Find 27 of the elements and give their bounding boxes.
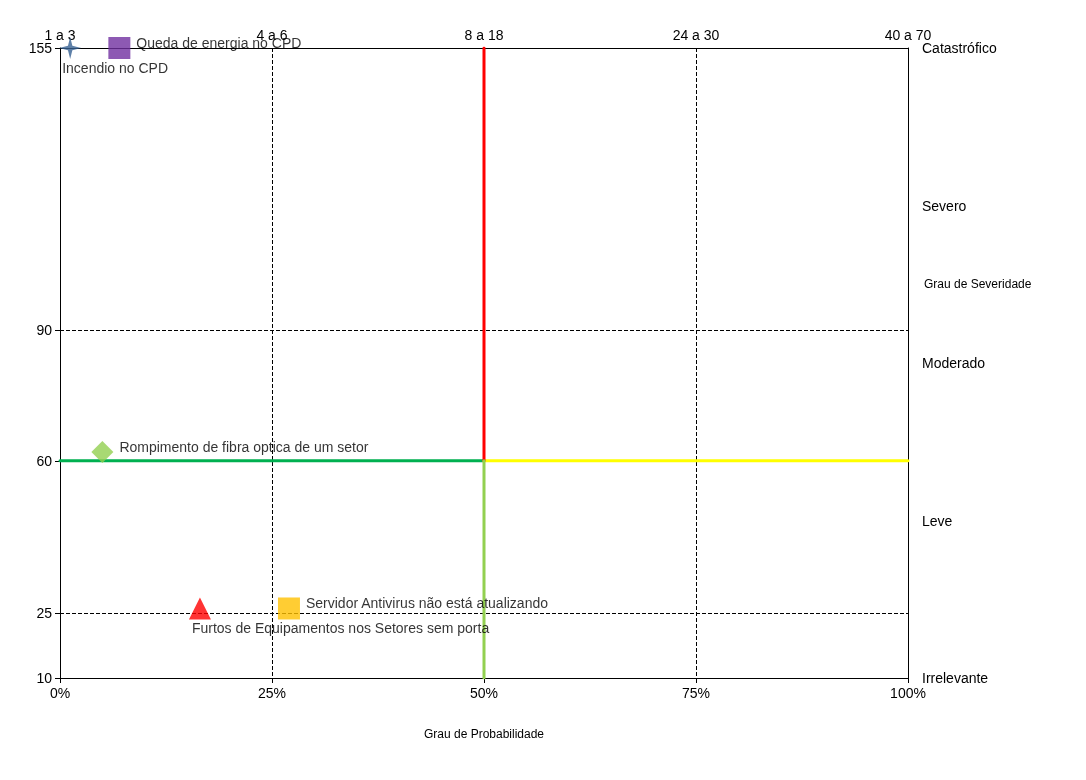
x-tick-label: 25% <box>257 685 287 701</box>
x-tick-label: 50% <box>469 685 499 701</box>
text: 8 a 18 <box>464 27 504 43</box>
x-tick-label: 75% <box>681 685 711 701</box>
y2-axis-title: Grau de Severidade <box>924 277 1032 292</box>
point <box>277 597 300 620</box>
series-label: Incendio no CPD <box>62 60 169 76</box>
category-label: Catastrófico <box>922 40 997 56</box>
x-tick-label: 0% <box>49 685 71 701</box>
category-label: Severo <box>922 197 967 214</box>
text: 24 a 30 <box>672 27 720 43</box>
point <box>108 37 131 59</box>
series-label: Rompimento de fibra optica de um setor <box>119 439 369 456</box>
text: 40 a 70 <box>884 27 932 43</box>
y-tick-label: 155 <box>28 40 53 56</box>
x-axis-title: Grau de Probabilidade <box>423 727 545 741</box>
point <box>188 597 211 620</box>
category-label: Moderado <box>922 355 986 371</box>
category-label: Leve <box>922 512 953 529</box>
y-tick-label: 10 <box>36 670 53 686</box>
point <box>91 441 114 464</box>
category-label: Irrelevante <box>922 670 989 686</box>
y-tick-label: 25 <box>36 604 53 621</box>
y-tick-label: 60 <box>36 452 53 469</box>
text: 1 a 3 <box>44 27 76 43</box>
y-tick-label: 90 <box>36 322 53 339</box>
x-tick-label: 100% <box>890 685 926 701</box>
